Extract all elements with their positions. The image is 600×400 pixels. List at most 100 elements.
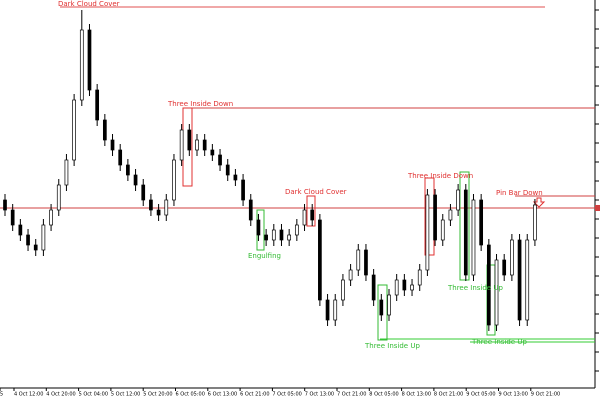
x-tick-label: 7 Oct 21:00 [337,392,366,398]
x-tick-label: 8 Oct 13:00 [402,392,431,398]
candle-body [241,179,245,201]
x-tick-label: 9 Oct 05:00 [466,392,495,398]
candle-body [26,234,30,246]
annotation: Three Inside Up [364,342,420,350]
candle-body [348,269,353,281]
candle-body [318,219,322,301]
annotation: Dark Cloud Cover [58,0,120,8]
pattern-box [377,284,388,341]
candle-body [271,229,276,241]
candle-body [410,284,414,291]
candle-body [156,209,161,216]
x-tick-label: 7 Oct 13:00 [305,392,334,398]
candle-body [126,164,130,176]
candle-body [456,189,460,211]
candle-body [256,219,261,236]
x-tick-label: 5 [0,392,3,398]
x-tick-label: 9 Oct 21:00 [531,392,560,398]
candle-body [279,229,284,241]
x-tick-label: 5 Oct 20:00 [143,392,172,398]
candle-body [56,184,61,211]
annotation: Engulfing [248,252,281,260]
candle-body [41,224,46,251]
candle-body [287,234,292,241]
candle-body [486,244,491,326]
candle-body [387,294,391,316]
candle-body [195,139,199,151]
candle-body [218,154,222,166]
candle-body [341,279,345,301]
candle-body [463,189,468,276]
x-tick-label: 7 Oct 05:00 [272,392,301,398]
candle-body [210,149,215,156]
candle-body [164,199,169,216]
candle-body [440,219,445,241]
candle-body [325,299,330,321]
candle-body [118,149,123,166]
candle-body [172,159,176,201]
candle-body [533,204,537,241]
candle-body [294,224,299,236]
candle-body [510,239,514,276]
annotation: Three Inside Down [407,172,473,180]
candle-body [417,269,422,286]
candle-body [141,184,146,201]
candle-body [64,159,69,186]
candle-body [202,139,207,151]
candle-body [225,164,230,176]
candle-body [264,234,268,241]
candle-body [248,199,253,221]
pattern-box [306,195,316,227]
candle-body [517,239,522,321]
candle-body [18,224,23,236]
candle-body [72,99,76,161]
candle-body [479,199,484,246]
annotation: Dark Cloud Cover [285,188,347,196]
x-tick-label: 5 Oct 12:00 [111,392,140,398]
x-tick-label: 9 Oct 13:00 [499,392,528,398]
x-tick-label: 5 Oct 04:00 [79,392,108,398]
candle-body [494,259,499,326]
candle-body [302,209,307,226]
pin-arrow [532,197,546,208]
annotation: Pin Bar Down [496,189,543,197]
candle-body [233,174,238,181]
x-tick-label: 8 Oct 05:00 [369,392,398,398]
annotation: Three Inside Up [447,284,503,292]
candle-body [394,279,399,296]
candle-body [133,174,138,186]
candle-body [448,209,453,221]
candle-body [79,29,84,101]
candle-body [149,199,153,211]
candle-body [471,199,476,276]
candle-body [87,29,92,91]
x-tick-label: 6 Oct 13:00 [208,392,237,398]
pattern-box [459,171,470,281]
candle-body [364,249,368,276]
candle-body [356,249,361,271]
candle-body [502,259,507,276]
candle-body [187,129,192,151]
candle-body [33,244,38,251]
annotation: Three Inside Down [167,100,233,108]
candle-body [433,194,437,241]
candle-body [179,129,184,161]
price-marker [595,205,600,211]
candle-body [425,194,430,271]
candle-body [525,239,530,321]
candle-body [371,274,376,301]
candle-body [102,119,107,141]
x-tick-label: 4 Oct 20:00 [46,392,75,398]
candle-body [3,199,7,211]
candle-body [379,299,384,316]
x-tick-label: 6 Oct 21:00 [240,392,269,398]
candle-body [95,89,100,121]
candle-body [402,279,407,291]
candle-body [49,209,53,226]
annotation: Three Inside Up [471,338,527,346]
x-tick-label: 6 Oct 05:00 [176,392,205,398]
x-tick-label: 8 Oct 21:00 [434,392,463,398]
candle-body [10,209,15,226]
